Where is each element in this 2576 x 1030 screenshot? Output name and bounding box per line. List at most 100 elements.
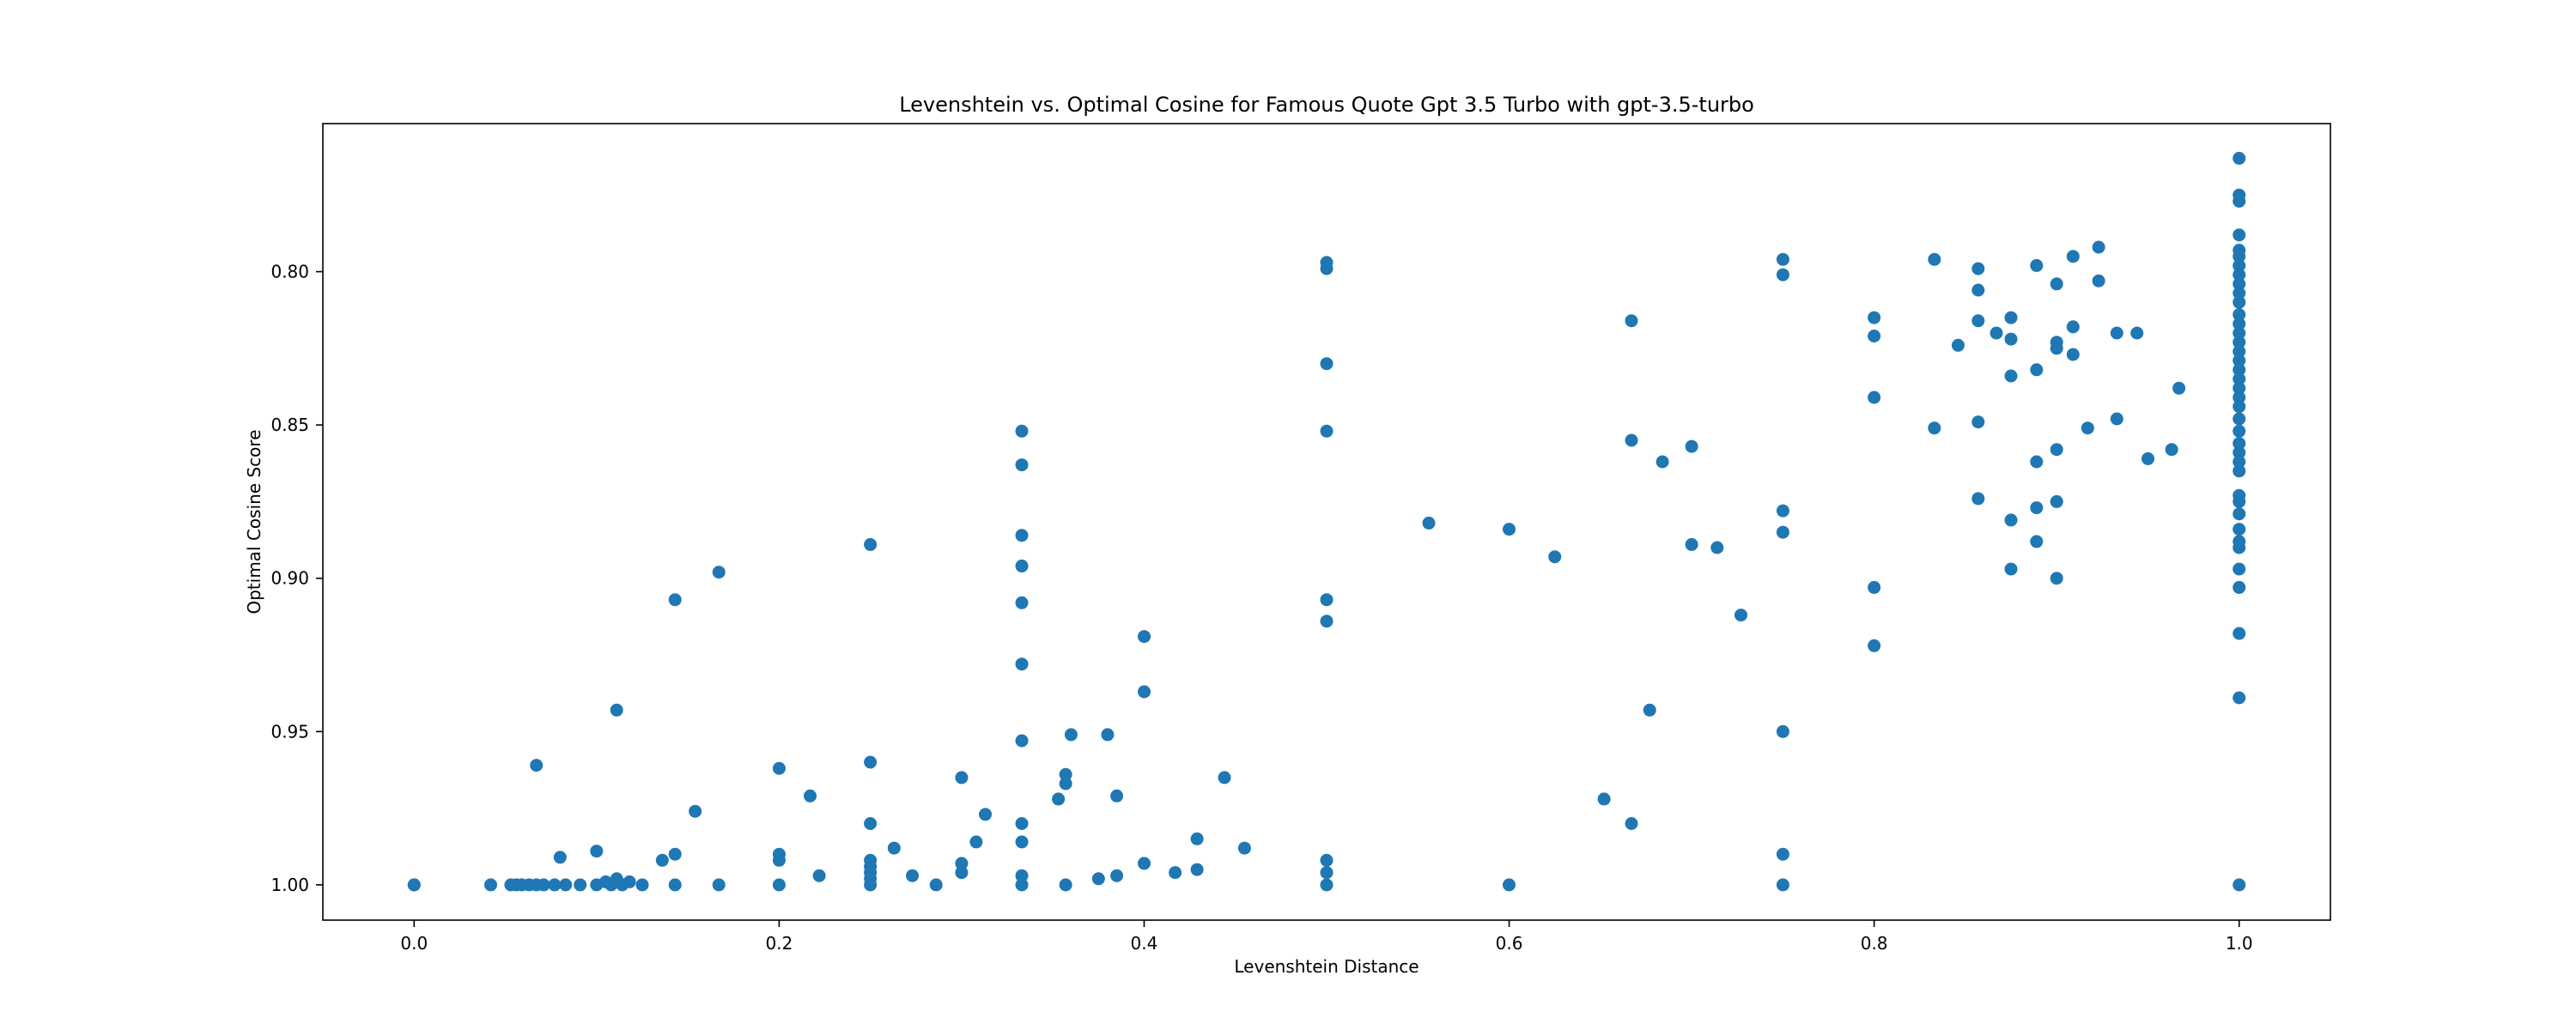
data-point [1015,878,1029,892]
data-point [1776,878,1789,892]
data-point [2030,363,2044,377]
data-point [2004,562,2018,576]
data-point [2110,412,2123,426]
data-point [955,857,969,870]
data-point [2233,562,2246,576]
data-point [2233,344,2246,358]
data-point [407,878,421,892]
data-point [2110,326,2123,340]
data-point [1015,657,1029,671]
data-point [772,853,786,867]
x-tick-label: 1.0 [2226,933,2253,954]
y-axis-ticks: 0.80 0.85 0.90 0.95 1.00 [270,262,323,895]
data-point [668,593,682,607]
data-point [2066,250,2080,264]
data-point [906,869,919,882]
data-point [2233,464,2246,478]
data-point [668,878,682,892]
data-point [2233,295,2246,309]
data-point [2050,443,2063,457]
data-point [1015,734,1029,748]
data-point [955,866,969,880]
data-point [1971,492,1985,506]
data-point [2233,151,2246,165]
y-axis-label: Optimal Cosine Score [244,429,264,614]
data-point [1320,878,1334,892]
data-point [955,771,969,785]
data-point [2050,572,2063,585]
data-point [2050,342,2063,355]
data-point [1776,724,1789,738]
data-point [864,817,878,830]
data-point [2233,580,2246,594]
x-axis-label: Levenshtein Distance [1234,956,1419,977]
data-point [1138,685,1151,699]
data-point [2233,455,2246,469]
data-point [623,875,636,888]
data-point [2081,421,2094,435]
data-point [2233,391,2246,404]
data-point [1218,771,1231,785]
data-point [1868,580,1881,594]
data-point [1320,866,1334,880]
data-point [969,835,983,849]
data-point [2092,274,2105,288]
data-point [1015,529,1029,542]
data-point [1015,835,1029,849]
data-point [864,537,878,551]
data-point [1091,872,1105,886]
data-point [1971,415,1985,429]
data-point [2233,326,2246,340]
data-point [484,878,497,892]
data-point [1928,252,1941,266]
data-point [1320,615,1334,628]
data-point [2233,373,2246,385]
data-point [2233,228,2246,242]
data-point [2030,258,2044,272]
data-point [2030,455,2044,469]
data-point [1971,314,1985,328]
x-tick-label: 0.0 [400,933,428,954]
data-point [712,566,726,579]
data-point [1868,311,1881,324]
data-point [1320,853,1334,867]
data-point [610,703,623,717]
data-point [1656,455,1669,469]
data-point [1597,792,1611,806]
data-point [1868,391,1881,404]
data-point [1951,338,1965,352]
data-point [864,878,878,892]
data-point [1625,817,1638,830]
data-point [2233,437,2246,451]
data-point [1928,421,1941,435]
data-point [1320,424,1334,438]
data-point [1052,792,1066,806]
data-point [1138,630,1151,644]
data-point [2130,326,2144,340]
data-point [1110,869,1124,882]
x-axis-ticks: 0.0 0.2 0.4 0.6 0.8 1.0 [400,920,2253,954]
data-point [1971,283,1985,297]
data-point [2233,424,2246,438]
data-point [1169,866,1182,880]
data-point [2233,627,2246,640]
data-point [2233,308,2246,321]
data-point [979,808,992,821]
data-point [1625,314,1638,328]
data-point [2030,535,2044,548]
data-point [2233,354,2246,367]
data-point [1776,252,1789,266]
data-point [1503,878,1516,892]
data-point [668,847,682,861]
data-point [635,878,649,892]
data-point [2030,501,2044,515]
data-point [1776,847,1789,861]
data-point [1015,817,1029,830]
data-point [1320,262,1334,276]
data-point [2092,240,2105,254]
data-point [1735,609,1747,622]
chart-title: Levenshtein vs. Optimal Cosine for Famou… [899,93,1754,117]
data-point [1971,262,1985,276]
data-point [689,804,702,818]
data-point [2233,381,2246,395]
